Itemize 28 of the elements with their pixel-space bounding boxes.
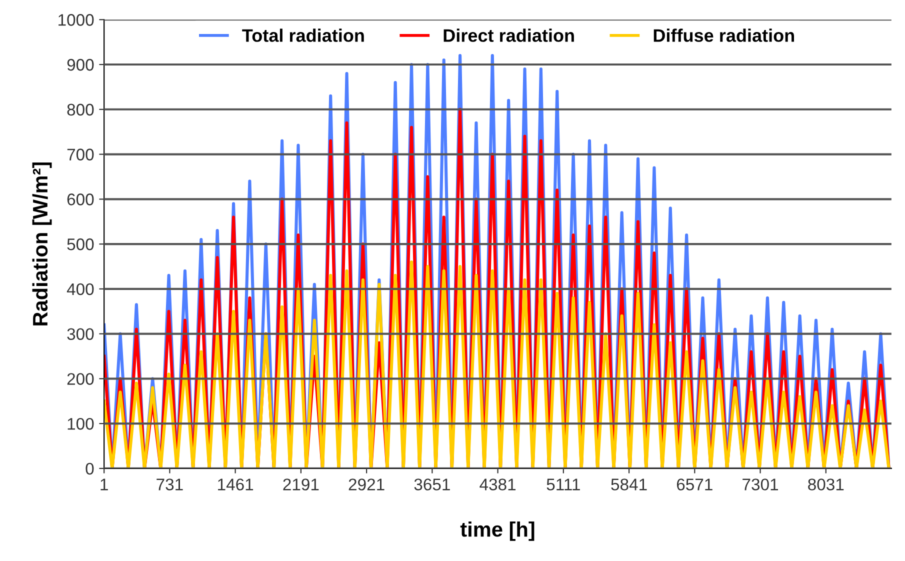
- y-tick-label: 400: [66, 283, 94, 296]
- x-tick-label: 5841: [611, 478, 647, 490]
- x-tick-label: 5111: [546, 478, 580, 490]
- y-tick-label: 800: [67, 104, 94, 116]
- x-tick-label: 731: [156, 478, 183, 490]
- y-tick-label: 500: [67, 238, 94, 250]
- y-tick-label: 700: [67, 148, 94, 160]
- x-tick-label: 3651: [414, 478, 450, 490]
- x-tick-label: 2191: [283, 478, 319, 490]
- y-tick-label: 300: [67, 328, 94, 340]
- x-tick-label: 1: [100, 478, 108, 490]
- y-tick-label: 1000: [58, 14, 94, 26]
- x-tick-label: 8031: [808, 478, 844, 490]
- x-tick-label: 1461: [218, 478, 254, 490]
- y-tick-label: 100: [68, 418, 94, 430]
- legend-label: Direct radiation: [444, 28, 574, 42]
- y-tick-label: 900: [67, 58, 94, 71]
- x-tick-label: 6571: [676, 478, 712, 490]
- x-tick-label: 4381: [480, 478, 516, 490]
- y-tick-label: 600: [67, 194, 94, 206]
- legend-label: Diffuse radiation: [654, 28, 794, 42]
- legend-label: Total radiation: [242, 28, 364, 42]
- y-tick-label: 0: [86, 462, 94, 475]
- x-tick-label: 7301: [742, 478, 778, 490]
- x-axis-title: time [h]: [460, 521, 534, 541]
- x-tick-label: 2921: [348, 478, 384, 490]
- y-tick-label: 200: [67, 373, 94, 385]
- y-axis-title: Radiation [W/m²]: [32, 162, 52, 326]
